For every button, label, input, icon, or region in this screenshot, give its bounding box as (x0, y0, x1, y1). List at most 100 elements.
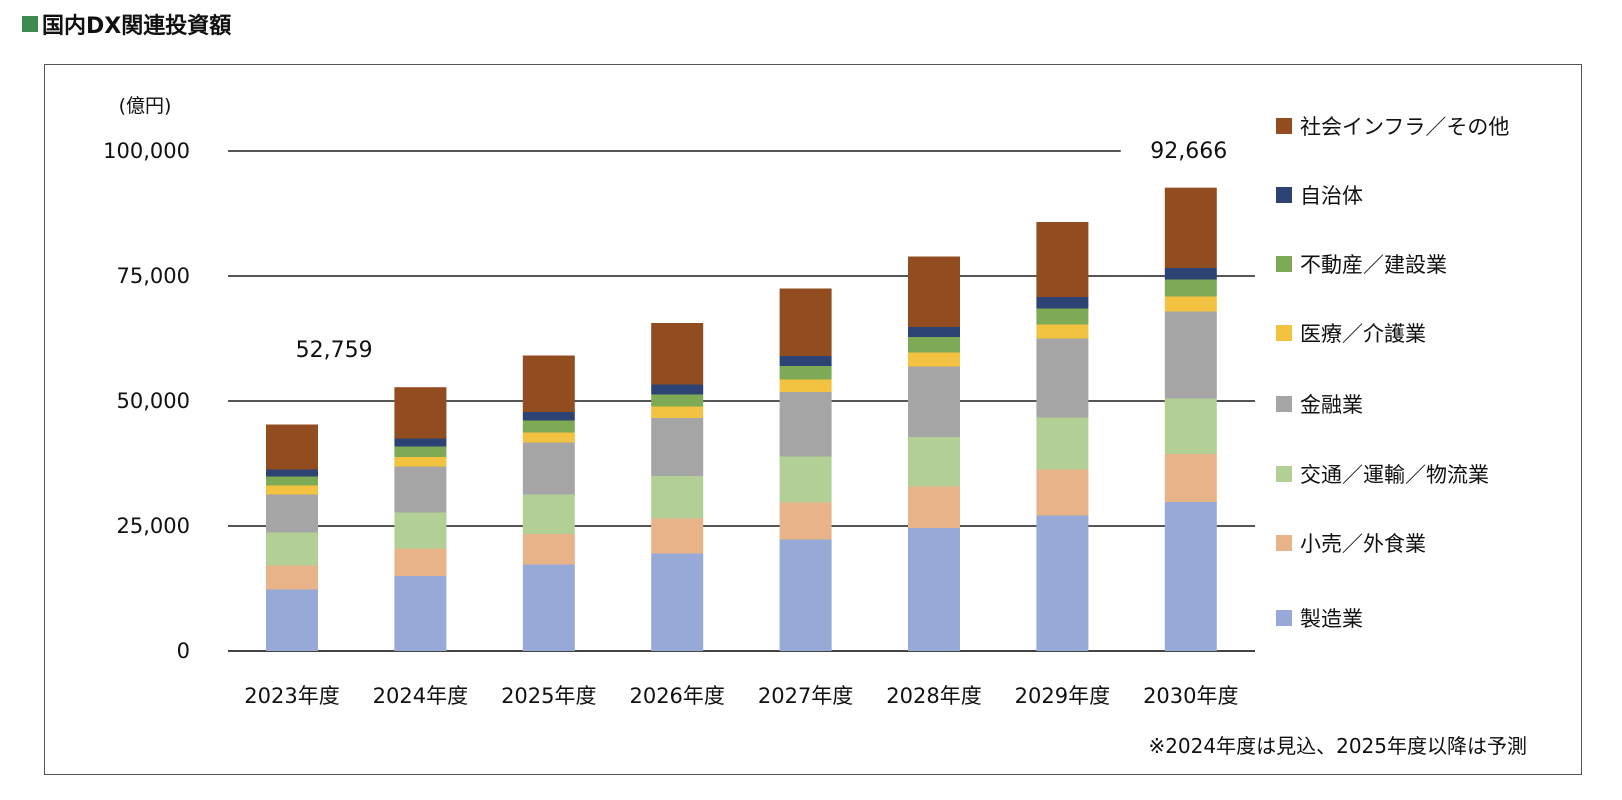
legend-label: 交通／運輸／物流業 (1300, 463, 1489, 487)
bar-segment (651, 323, 704, 385)
legend-label: 自治体 (1300, 184, 1363, 208)
bar-segment (1036, 308, 1089, 325)
bar-segment (266, 589, 318, 651)
data-label: 52,759 (296, 338, 373, 363)
bar-segment (266, 494, 318, 533)
x-tick-label: 2029年度 (1015, 684, 1110, 708)
bar-segment (1164, 268, 1217, 280)
bar-segment (394, 457, 447, 467)
bar-segment (779, 379, 832, 392)
bar-segment (1036, 515, 1089, 651)
bar-segment (779, 288, 832, 356)
bar-segment (651, 384, 704, 395)
legend-label: 社会インフラ／その他 (1300, 115, 1509, 139)
y-tick-label: 50,000 (117, 389, 190, 413)
bar-segment (394, 548, 447, 576)
chart-frame (44, 64, 1582, 775)
bar-segment (908, 352, 960, 367)
bar-segment (651, 553, 704, 651)
chart-title: 国内DX関連投資額 (22, 8, 231, 40)
bar-segment (266, 565, 318, 590)
bar-segment (266, 532, 318, 566)
bar-segment (779, 539, 832, 651)
legend-label: 製造業 (1300, 607, 1363, 631)
bar-segment (1164, 279, 1217, 297)
bar-segment (1036, 469, 1089, 516)
bar-segment (908, 437, 960, 487)
bar-segment (779, 456, 832, 503)
legend-label: 不動産／建設業 (1300, 253, 1447, 277)
x-tick-label: 2023年度 (244, 684, 339, 708)
bar-segment (651, 418, 704, 476)
bar-segment (908, 327, 960, 337)
legend-swatch (1276, 535, 1292, 551)
x-tick-label: 2030年度 (1143, 684, 1238, 708)
bar-segment (266, 424, 318, 470)
x-tick-label: 2028年度 (886, 684, 981, 708)
bar-segment (394, 576, 447, 651)
x-tick-label: 2025年度 (501, 684, 596, 708)
bar-segment (266, 469, 318, 477)
y-tick-label: 0 (177, 639, 190, 663)
bar-segment (1164, 187, 1217, 268)
bar-segment (266, 476, 318, 486)
bar-segment (908, 337, 960, 353)
bar-segment (779, 392, 832, 457)
legend-label: 小売／外食業 (1300, 532, 1426, 556)
bar-segment (779, 366, 832, 380)
bar-segment (908, 256, 960, 327)
legend-swatch (1276, 256, 1292, 272)
legend-swatch (1276, 325, 1292, 341)
bar-segment (1036, 417, 1089, 470)
bar-segment (1164, 296, 1217, 312)
legend-swatch (1276, 118, 1292, 134)
bar-segment (522, 432, 575, 443)
y-tick-label: 75,000 (117, 264, 190, 288)
y-tick-label: 25,000 (117, 514, 190, 538)
data-label-background (1120, 137, 1261, 165)
bar-segment (394, 387, 447, 439)
bar-segment (1036, 338, 1089, 418)
bar-segment (1036, 324, 1089, 339)
bar-segment (908, 528, 960, 651)
bar-segment (779, 356, 832, 366)
bar-segment (1036, 297, 1089, 309)
bar-segment (1164, 454, 1217, 502)
legend-swatch (1276, 610, 1292, 626)
y-axis-unit: (億円) (119, 95, 172, 117)
bar-segment (522, 355, 575, 412)
legend-swatch (1276, 396, 1292, 412)
bar-segment (1164, 311, 1217, 399)
legend-swatch (1276, 466, 1292, 482)
bar-segment (522, 420, 575, 433)
bar-segment (651, 476, 704, 519)
bar-segment (266, 485, 318, 495)
bar-segment (394, 438, 447, 447)
bar-segment (651, 394, 704, 407)
legend-swatch (1276, 187, 1292, 203)
data-label: 92,666 (1150, 139, 1227, 164)
legend-label: 金融業 (1300, 393, 1363, 417)
y-tick-label: 100,000 (103, 139, 190, 163)
bar-segment (394, 512, 447, 549)
bar-segment (522, 534, 575, 565)
bar-segment (651, 518, 704, 554)
title-marker-icon (22, 16, 38, 32)
bar-segment (522, 564, 575, 651)
bar-segment (522, 494, 575, 534)
legend-label: 医療／介護業 (1300, 322, 1426, 346)
bar-segment (522, 442, 575, 495)
bar-segment (908, 366, 960, 437)
bar-segment (1036, 222, 1089, 297)
bar-segment (394, 466, 447, 513)
bar-segment (1164, 398, 1217, 454)
x-tick-label: 2027年度 (758, 684, 853, 708)
x-tick-label: 2026年度 (629, 684, 724, 708)
chart-note: ※2024年度は見込、2025年度以降は予測 (1148, 734, 1527, 758)
bar-segment (394, 446, 447, 457)
x-tick-label: 2024年度 (373, 684, 468, 708)
bar-segment (908, 486, 960, 528)
bar-segment (1164, 502, 1217, 651)
bar-segment (651, 406, 704, 418)
